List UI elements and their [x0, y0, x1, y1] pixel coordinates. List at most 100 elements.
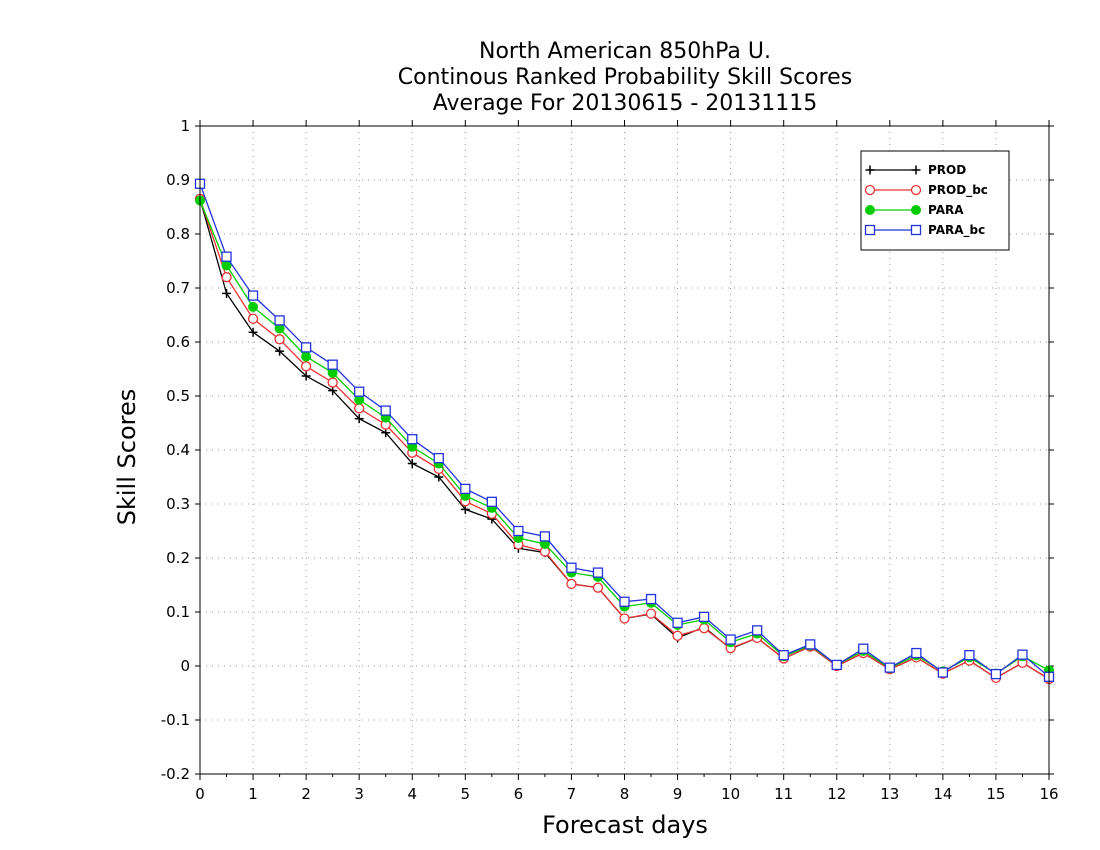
data-point	[884, 662, 895, 673]
y-tick-label: 0.2	[166, 549, 190, 567]
x-tick-label: 7	[567, 785, 577, 803]
x-tick-label: 16	[1039, 785, 1058, 803]
data-point	[858, 643, 869, 654]
x-tick-label: 6	[514, 785, 524, 803]
data-point	[619, 613, 630, 624]
data-point	[937, 667, 949, 678]
data-point	[805, 639, 816, 650]
data-point	[592, 567, 604, 578]
legend-marker	[911, 205, 921, 215]
y-tick-label: 0.5	[166, 387, 190, 405]
data-point	[566, 578, 577, 590]
x-tick-label: 14	[933, 785, 952, 803]
data-point	[247, 313, 259, 324]
x-tick-label: 12	[827, 785, 846, 803]
data-point	[645, 593, 657, 605]
data-point	[248, 327, 258, 337]
data-point	[407, 459, 417, 468]
legend-label: PROD	[928, 163, 966, 177]
x-tick-label: 8	[620, 785, 630, 803]
plot-area-frame	[199, 125, 1050, 775]
x-tick-label: 10	[721, 785, 740, 803]
y-tick-label: 0.4	[166, 441, 190, 459]
x-tick-label: 3	[354, 785, 364, 803]
legend-marker	[864, 224, 876, 236]
y-tick-label: 0.6	[166, 333, 190, 351]
data-point	[460, 483, 471, 495]
series-para-bc	[194, 178, 1055, 682]
data-point	[725, 634, 736, 645]
legend-box	[860, 150, 1010, 251]
data-point	[539, 531, 551, 542]
x-tick-label: 2	[301, 785, 311, 803]
data-point	[327, 359, 338, 370]
y-tick-label: 0.8	[166, 225, 190, 243]
data-point	[300, 361, 312, 372]
y-tick-label: -0.2	[161, 765, 190, 783]
y-axis-label: Skill Scores	[113, 389, 141, 526]
data-point	[645, 608, 657, 619]
legend-marker	[865, 205, 875, 215]
data-point	[354, 386, 365, 397]
x-axis-label: Forecast days	[542, 811, 708, 839]
data-point	[433, 452, 444, 464]
chart-title-line-1: North American 850hPa U.	[479, 39, 771, 64]
legend-marker	[910, 184, 922, 196]
data-point	[247, 290, 259, 301]
y-tick-label: 0.9	[166, 171, 190, 189]
legend-marker	[910, 224, 922, 236]
data-point	[964, 650, 975, 661]
y-tick-label: 1	[180, 117, 190, 135]
data-point	[248, 301, 259, 312]
data-point	[301, 351, 312, 362]
data-point	[672, 630, 683, 641]
data-point	[778, 650, 789, 661]
data-point	[592, 582, 604, 593]
data-point	[513, 525, 524, 537]
x-tick-label: 5	[461, 785, 471, 803]
data-point	[354, 414, 364, 424]
chart-title-line-3: Average For 20130615 - 20131115	[433, 91, 818, 116]
legend: PROD PROD_bc PARA PARA_bc	[860, 150, 1010, 251]
y-tick-label: 0	[180, 657, 190, 675]
y-tick-labels: -0.2 -0.1 0 0.1 0.2 0.3 0.4 0.5 0.6 0.7 0.8 0.9 1	[161, 117, 190, 783]
legend-marker	[865, 165, 875, 175]
data-point	[566, 562, 577, 573]
data-point	[274, 334, 285, 345]
data-point	[486, 496, 497, 507]
x-tick-label: 11	[774, 785, 793, 803]
y-tick-label: 0.3	[166, 495, 190, 513]
data-point	[619, 596, 630, 607]
legend-item: PROD_bc	[864, 183, 988, 198]
data-point	[831, 659, 842, 671]
y-tick-label: -0.1	[161, 711, 190, 729]
data-point	[301, 371, 311, 381]
x-tick-label: 0	[195, 785, 205, 803]
data-point	[407, 434, 418, 445]
legend-marker	[864, 184, 876, 196]
data-point	[274, 315, 285, 326]
x-tick-label: 15	[986, 785, 1005, 803]
x-tick-label: 1	[248, 785, 258, 803]
data-point	[354, 403, 365, 414]
data-point	[327, 377, 338, 388]
legend-marker	[911, 165, 921, 175]
x-tick-labels: 0 1 2 3 4 5 6 7 8 9 10 11 12 13 14 15 16	[195, 785, 1058, 803]
data-point	[380, 405, 391, 416]
legend-label: PARA	[928, 203, 964, 217]
legend-label: PROD_bc	[928, 183, 988, 198]
chart-title-line-2: Continous Ranked Probability Skill Score…	[398, 65, 852, 90]
legend-item: PROD	[865, 163, 966, 177]
data-point	[221, 251, 232, 262]
y-tick-label: 0.1	[166, 603, 190, 621]
x-tick-label: 4	[407, 785, 417, 803]
data-point	[672, 617, 683, 628]
y-tick-label: 0.7	[166, 279, 190, 297]
data-point	[222, 288, 232, 298]
legend-item: PARA	[865, 203, 964, 217]
data-point	[1017, 649, 1028, 660]
data-point	[698, 623, 710, 634]
data-point	[911, 647, 922, 659]
x-tick-label: 9	[673, 785, 683, 803]
